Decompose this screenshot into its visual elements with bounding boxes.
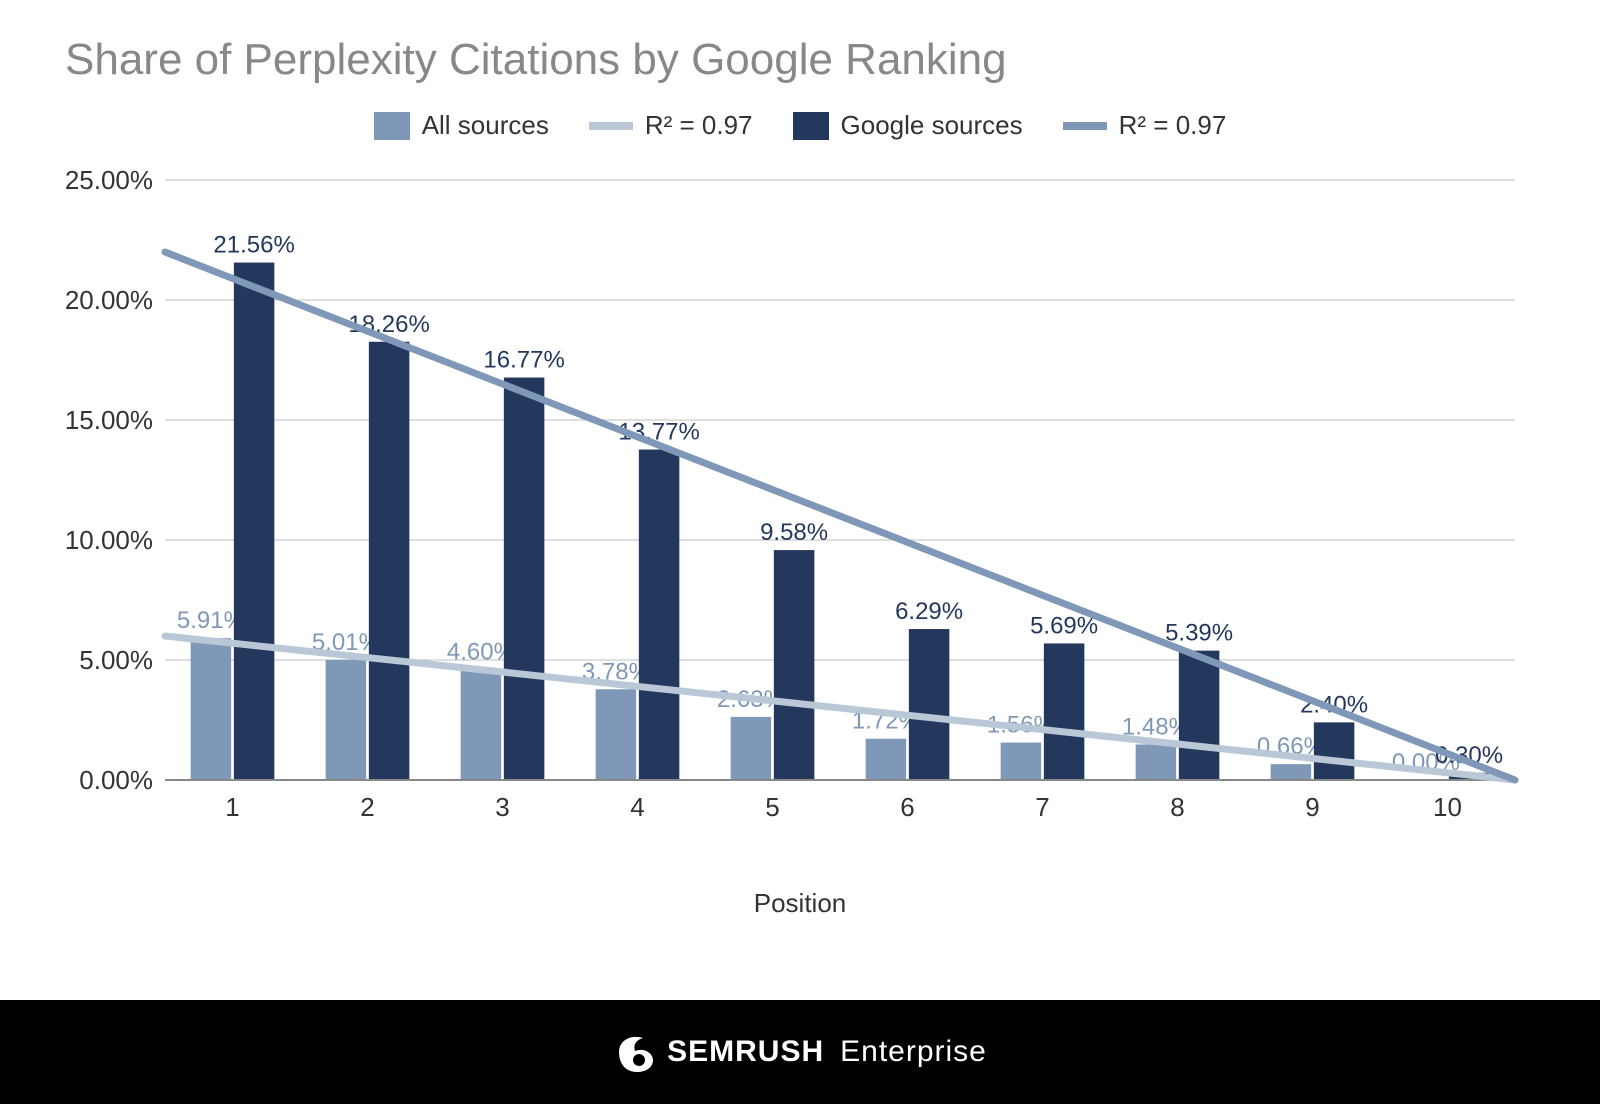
- legend-item: Google sources: [793, 110, 1023, 141]
- y-tick-label: 5.00%: [79, 645, 153, 675]
- legend-label: Google sources: [841, 110, 1023, 141]
- bar-google: [1179, 651, 1220, 780]
- legend-label: R² = 0.97: [1119, 110, 1227, 141]
- x-tick-label: 2: [360, 792, 374, 822]
- x-tick-label: 8: [1170, 792, 1184, 822]
- bar-value-label: 6.29%: [895, 598, 963, 625]
- x-tick-label: 4: [630, 792, 644, 822]
- bar-value-label: 18.26%: [348, 311, 429, 338]
- y-tick-label: 0.00%: [79, 765, 153, 795]
- trend-line: [165, 252, 1515, 780]
- brand-name-light: Enterprise: [840, 1035, 987, 1069]
- brand-name-bold: SEMRUSH: [667, 1035, 824, 1069]
- legend-item: R² = 0.97: [1063, 110, 1227, 141]
- bar-value-label: 21.56%: [213, 232, 294, 259]
- legend: All sources R² = 0.97 Google sources R² = 0…: [0, 110, 1600, 141]
- bar-google: [639, 450, 680, 780]
- bar-all: [326, 660, 367, 780]
- bar-all: [596, 689, 637, 780]
- footer-banner: SEMRUSH Enterprise: [0, 1000, 1600, 1104]
- x-tick-label: 9: [1305, 792, 1319, 822]
- bar-all: [191, 638, 232, 780]
- chart-title: Share of Perplexity Citations by Google …: [65, 35, 1007, 85]
- bar-google: [504, 378, 544, 780]
- bar-value-label: 2.40%: [1300, 691, 1368, 718]
- x-tick-label: 5: [765, 792, 779, 822]
- flame-icon: [613, 1030, 657, 1074]
- bar-google: [234, 263, 275, 780]
- x-tick-label: 7: [1035, 792, 1049, 822]
- bar-value-label: 5.39%: [1165, 620, 1233, 647]
- legend-swatch-line: [1063, 122, 1107, 130]
- bar-all: [1001, 743, 1042, 780]
- bar-value-label: 16.77%: [483, 347, 564, 374]
- bar-google: [1314, 722, 1355, 780]
- bar-all: [731, 717, 772, 780]
- legend-label: All sources: [422, 110, 549, 141]
- bar-google: [369, 342, 410, 780]
- plot-svg: 0.00%5.00%10.00%15.00%20.00%25.00%5.91%2…: [55, 170, 1535, 830]
- x-tick-label: 3: [495, 792, 509, 822]
- x-axis-label: Position: [0, 888, 1600, 919]
- x-tick-label: 10: [1433, 792, 1462, 822]
- bar-google: [774, 550, 815, 780]
- legend-item: R² = 0.97: [589, 110, 753, 141]
- legend-label: R² = 0.97: [645, 110, 753, 141]
- bar-google: [1044, 643, 1085, 780]
- bar-all: [461, 670, 502, 780]
- y-tick-label: 25.00%: [65, 170, 153, 195]
- bar-all: [866, 739, 907, 780]
- bar-all: [1271, 764, 1312, 780]
- x-tick-label: 6: [900, 792, 914, 822]
- bar-value-label: 9.58%: [760, 519, 828, 546]
- y-tick-label: 20.00%: [65, 285, 153, 315]
- bar-all: [1136, 744, 1177, 780]
- legend-swatch-bar: [374, 112, 410, 140]
- legend-item: All sources: [374, 110, 549, 141]
- y-tick-label: 15.00%: [65, 405, 153, 435]
- x-tick-label: 1: [225, 792, 239, 822]
- legend-swatch-bar: [793, 112, 829, 140]
- bar-google: [909, 629, 950, 780]
- legend-swatch-line: [589, 122, 633, 130]
- chart-container: Share of Perplexity Citations by Google …: [0, 0, 1600, 960]
- plot-area: 0.00%5.00%10.00%15.00%20.00%25.00%5.91%2…: [55, 170, 1535, 830]
- brand-logo: SEMRUSH Enterprise: [613, 1030, 987, 1074]
- y-tick-label: 10.00%: [65, 525, 153, 555]
